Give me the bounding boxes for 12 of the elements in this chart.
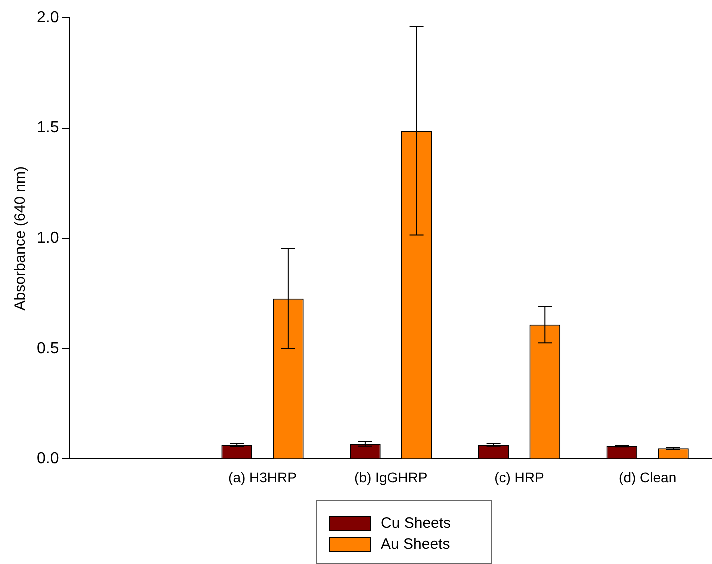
y-axis-title: Absorbance (640 nm) bbox=[12, 166, 30, 311]
legend-label: Cu Sheets bbox=[381, 515, 452, 532]
x-tick-label: (b) IgGHRP bbox=[354, 469, 428, 486]
legend-label: Au Sheets bbox=[381, 536, 450, 553]
x-tick-label: (d) Clean bbox=[619, 469, 677, 486]
y-tick-label: 1.5 bbox=[36, 120, 60, 137]
x-tick-label: (c) HRP bbox=[494, 469, 544, 486]
y-tick-label: 0.0 bbox=[36, 450, 60, 468]
y-tick-label: 1.0 bbox=[36, 230, 60, 248]
y-tick-label: 2.0 bbox=[36, 9, 60, 26]
y-tick-label: 0.5 bbox=[36, 340, 60, 358]
x-tick-label: (a) H3HRP bbox=[228, 469, 298, 486]
